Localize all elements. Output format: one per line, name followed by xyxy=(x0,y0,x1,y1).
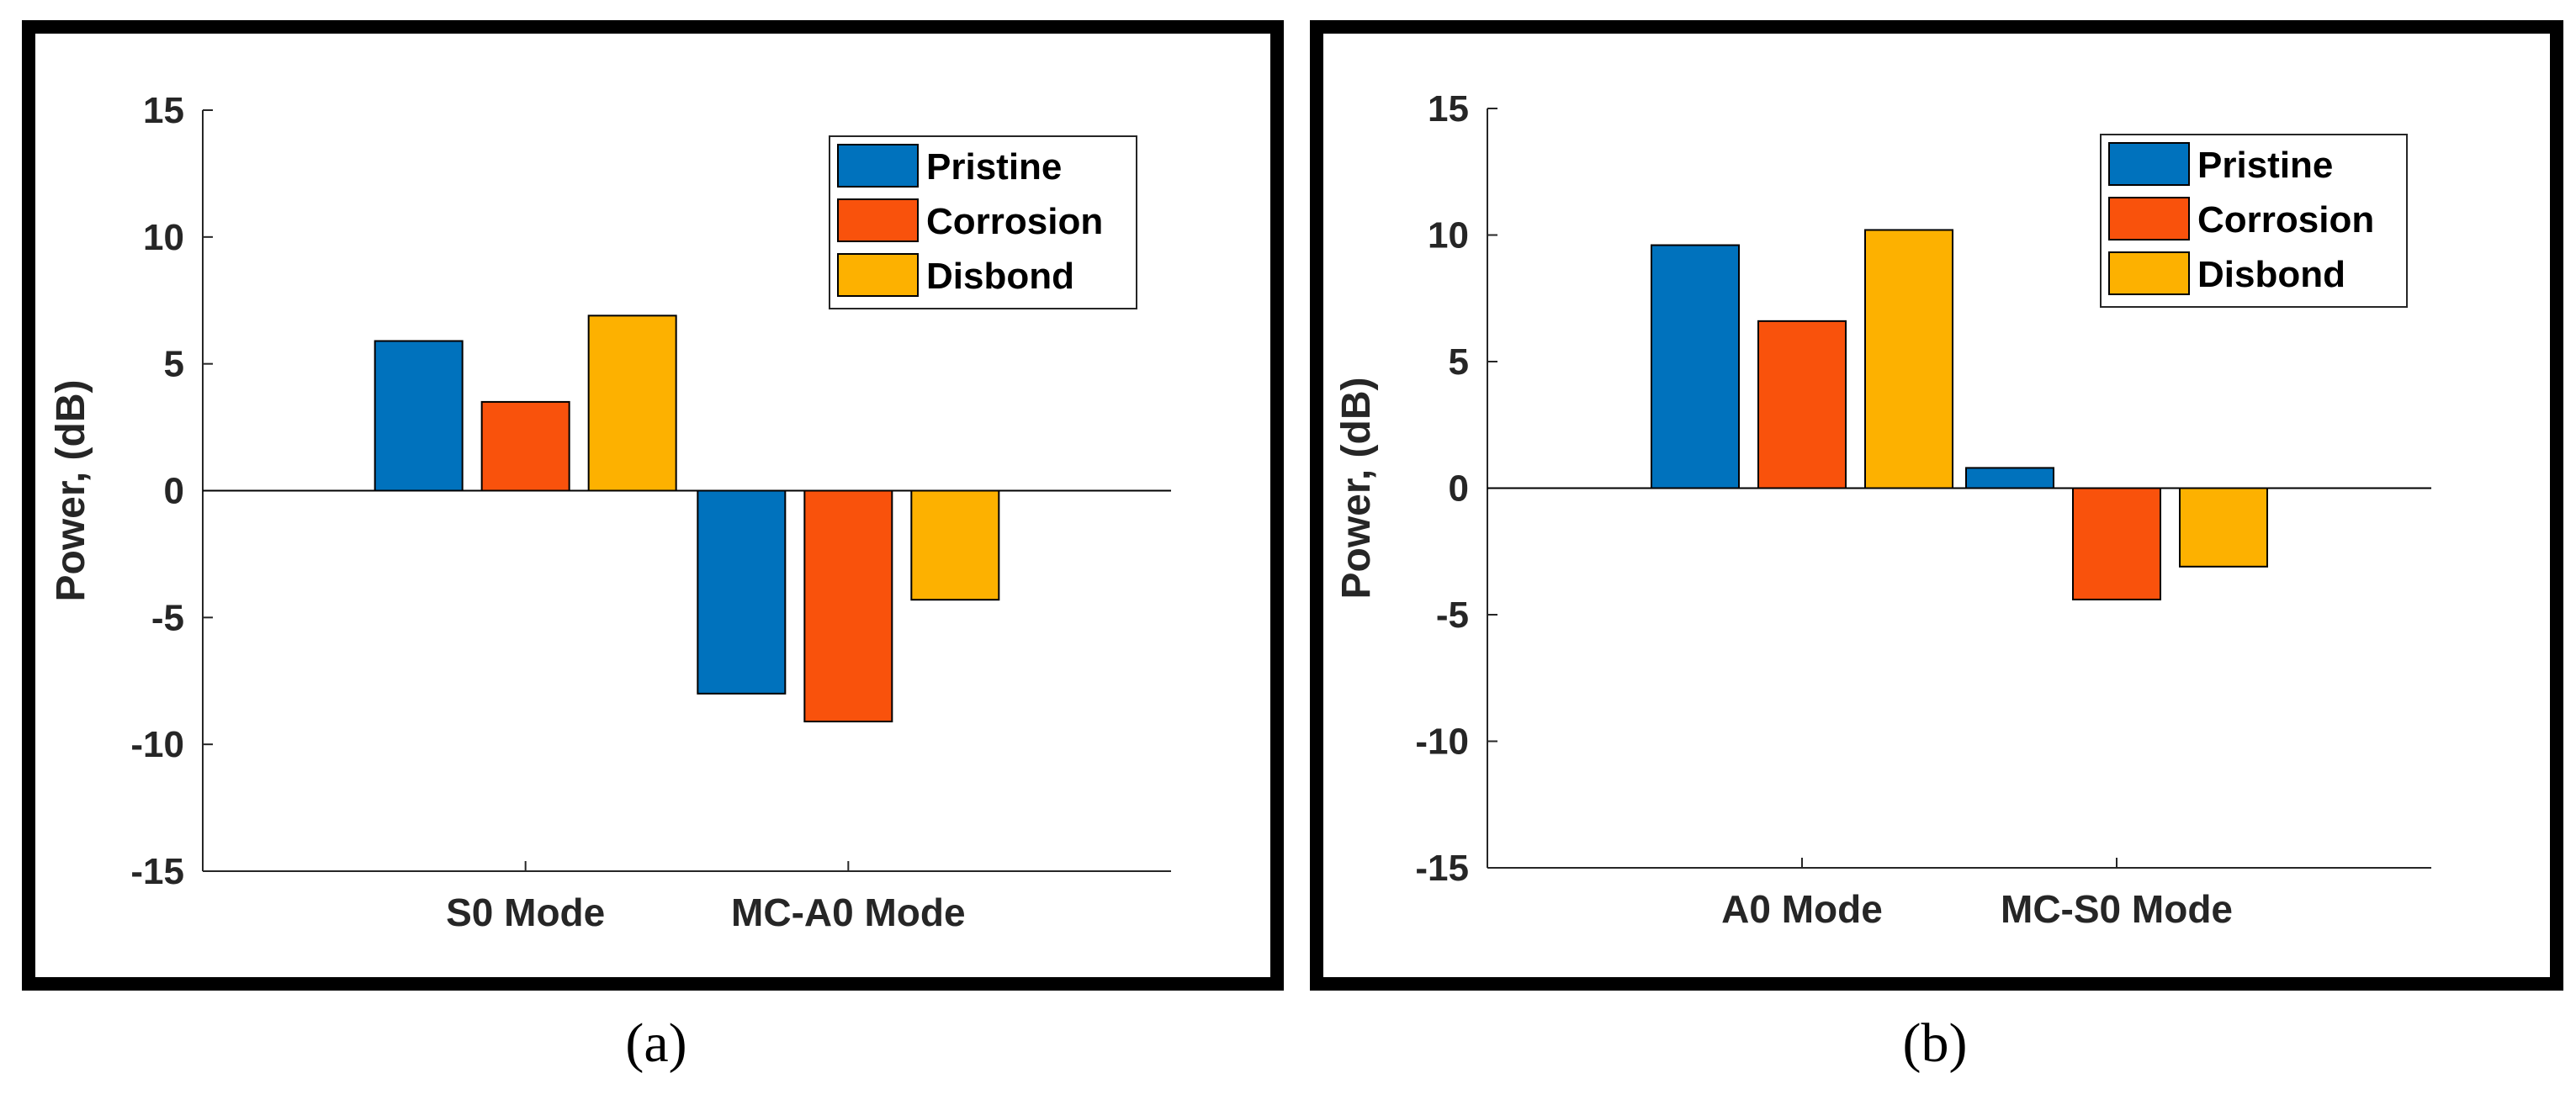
chart-b-bar-disbond-0 xyxy=(1864,229,1953,489)
chart-a-legend-swatch-pristine xyxy=(837,144,919,188)
chart-a-legend-label-disbond: Disbond xyxy=(926,256,1074,297)
chart-a-y-tick-label: -15 xyxy=(130,851,184,892)
panel-a-frame xyxy=(22,20,1284,991)
chart-a-y-tick-label: 5 xyxy=(164,344,184,385)
chart-b-y-tick-label: 15 xyxy=(1428,88,1469,130)
chart-a-y-tick-label: 10 xyxy=(143,217,184,258)
chart-b-bar-corrosion-1 xyxy=(2072,487,2161,600)
chart-b-legend-swatch-disbond xyxy=(2108,251,2190,295)
chart-a-bar-corrosion-1 xyxy=(803,489,893,723)
chart-a-bar-pristine-1 xyxy=(697,489,787,695)
panel-b-label: (b) xyxy=(1903,1012,1968,1074)
chart-b-y-tick-label: 0 xyxy=(1449,468,1469,510)
chart-b-y-tick-label: -5 xyxy=(1436,595,1469,636)
chart-a-legend-swatch-disbond xyxy=(837,253,919,297)
chart-b-x-tick-label: MC-S0 Mode xyxy=(2001,887,2233,931)
chart-a-legend: Pristine Corrosion Disbond xyxy=(829,135,1137,309)
chart-a-axes: -15 -10 -5 0 5 10 15 S0 Mode MC-A0 Mode xyxy=(130,90,1171,934)
chart-a-legend-label-corrosion: Corrosion xyxy=(926,201,1103,242)
chart-a-bar-disbond-1 xyxy=(910,489,1000,601)
chart-b-bar-pristine-0 xyxy=(1651,244,1740,489)
chart-b-y-tick-label: 5 xyxy=(1449,341,1469,383)
chart-panel-b: -15 -10 -5 0 5 10 15 A0 Mode MC-S0 Mode Power, (… xyxy=(1310,20,2563,1074)
chart-a-y-tick-label: 0 xyxy=(164,471,184,512)
panel-b-frame xyxy=(1310,20,2563,991)
chart-a-legend-label-pristine: Pristine xyxy=(926,146,1062,188)
chart-a-bar-corrosion-0 xyxy=(480,400,570,492)
panel-a-label: (a) xyxy=(625,1012,686,1074)
chart-a-y-tick-label: -5 xyxy=(151,597,184,638)
chart-b-legend-swatch-pristine xyxy=(2108,142,2190,186)
chart-b-y-tick-label: 10 xyxy=(1428,215,1469,256)
chart-b-legend-label-disbond: Disbond xyxy=(2197,254,2345,295)
chart-b-axes: -15 -10 -5 0 5 10 15 A0 Mode MC-S0 Mode xyxy=(1415,88,2431,931)
chart-a-x-tick-label: S0 Mode xyxy=(446,891,605,934)
chart-a-y-tick-label: -10 xyxy=(130,724,184,765)
chart-b-x-tick-label: A0 Mode xyxy=(1721,887,1883,931)
chart-b-legend-label-pristine: Pristine xyxy=(2197,145,2333,186)
chart-a-bar-disbond-0 xyxy=(587,314,677,492)
chart-panel-a: -15 -10 -5 0 5 10 15 S0 Mode MC-A0 Mode Power, (… xyxy=(22,20,1284,1074)
chart-a-x-tick-label: MC-A0 Mode xyxy=(731,891,966,934)
chart-b-legend: Pristine Corrosion Disbond xyxy=(2100,134,2408,308)
chart-b-bar-disbond-1 xyxy=(2179,487,2268,568)
chart-b-y-axis-label: Power, (dB) xyxy=(1334,377,1379,599)
chart-b-bar-pristine-1 xyxy=(1965,467,2054,489)
chart-a-y-tick-label: 15 xyxy=(143,90,184,131)
chart-b-bar-corrosion-0 xyxy=(1757,320,1847,489)
chart-b-y-tick-label: -10 xyxy=(1415,722,1469,763)
chart-b-legend-label-corrosion: Corrosion xyxy=(2197,199,2374,240)
chart-a-y-axis-label: Power, (dB) xyxy=(49,379,93,601)
chart-a-legend-swatch-corrosion xyxy=(837,198,919,242)
chart-b-y-tick-label: -15 xyxy=(1415,848,1469,889)
chart-a-bar-pristine-0 xyxy=(374,340,464,492)
chart-b-legend-swatch-corrosion xyxy=(2108,197,2190,240)
